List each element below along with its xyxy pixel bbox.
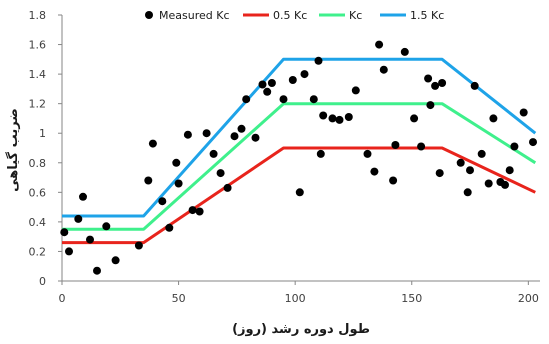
measured-kc-point xyxy=(74,214,83,223)
legend-label-0-5-kc: 0.5 Kc xyxy=(273,9,307,22)
measured-kc-point xyxy=(519,108,528,117)
measured-kc-point xyxy=(505,166,514,175)
measured-kc-point xyxy=(379,65,388,74)
series-line-kc xyxy=(62,102,537,231)
axes: 0 50 100 150 200 0 0.2 0.4 0.6 0.8 1 1.2 1.4 1.6 1.8 xyxy=(29,9,540,305)
measured-kc-point xyxy=(188,206,197,215)
measured-kc-point xyxy=(60,228,69,237)
measured-kc-point xyxy=(86,235,94,244)
x-tick-label: 150 xyxy=(401,292,422,305)
measured-kc-point xyxy=(258,80,267,89)
measured-kc-point xyxy=(484,179,493,188)
measured-kc-point xyxy=(93,266,101,275)
x-axis-title: طول دوره رشد (روز) xyxy=(232,322,370,337)
measured-kc-point xyxy=(295,188,304,197)
y-tick-label: 0 xyxy=(39,275,46,288)
legend-label-kc: Kc xyxy=(349,9,362,22)
y-tick-label: 0.8 xyxy=(29,157,47,170)
measured-kc-point xyxy=(102,222,111,231)
measured-kc-point xyxy=(328,114,337,123)
measured-kc-point xyxy=(501,180,509,189)
measured-kc-point xyxy=(391,141,400,149)
measured-kc-point xyxy=(263,87,272,96)
measured-kc-point xyxy=(466,166,474,175)
measured-kc-point xyxy=(400,47,409,56)
measured-kc-point xyxy=(267,79,276,87)
y-tick-label: 0.6 xyxy=(29,186,47,199)
y-tick-label: 1.4 xyxy=(29,68,47,81)
x-tick-label: 50 xyxy=(172,292,186,305)
measured-kc-point xyxy=(202,129,211,138)
measured-kc-point xyxy=(288,76,297,84)
y-tick-label: 1.2 xyxy=(29,98,47,111)
measured-kc-point xyxy=(344,113,353,121)
y-tick-label: 0.2 xyxy=(29,245,47,258)
measured-kc-point xyxy=(316,149,325,158)
measured-kc-point xyxy=(456,158,465,167)
measured-kc-point xyxy=(174,179,183,188)
measured-kc-point xyxy=(510,142,519,151)
x-tick-label: 0 xyxy=(59,292,66,305)
legend-label-1-5-kc: 1.5 Kc xyxy=(410,9,444,22)
measured-kc-point xyxy=(438,79,447,87)
measured-kc-point xyxy=(242,95,251,104)
measured-kc-point xyxy=(183,130,192,139)
y-tick-label: 1.8 xyxy=(29,9,47,22)
x-tick-label: 100 xyxy=(285,292,306,305)
measured-kc-point xyxy=(470,81,479,90)
measured-kc-point xyxy=(230,132,239,141)
measured-kc-point xyxy=(489,114,498,123)
measured-kc-point xyxy=(111,256,120,265)
measured-kc-point xyxy=(319,111,328,120)
measured-kc-point xyxy=(435,169,444,178)
measured-kc-point xyxy=(477,149,486,158)
measured-kc-point xyxy=(431,81,440,90)
measured-kc-point xyxy=(314,56,323,65)
measured-kc-point xyxy=(65,247,73,256)
measured-kc-point xyxy=(251,133,260,142)
measured-kc-point xyxy=(300,70,309,79)
measured-kc-point xyxy=(158,197,167,206)
legend-label-measured-kc: Measured Kc xyxy=(159,9,230,22)
measured-kc-point xyxy=(172,158,181,167)
measured-kc-point xyxy=(148,139,157,148)
series-line-0-5-kc xyxy=(62,146,536,245)
measured-kc-point xyxy=(389,176,398,185)
plot-area xyxy=(60,40,537,275)
measured-kc-point xyxy=(424,74,433,83)
measured-kc-point xyxy=(309,95,318,104)
x-tick-label: 200 xyxy=(518,292,539,305)
measured-kc-point xyxy=(370,167,379,176)
measured-kc-point xyxy=(410,114,419,123)
measured-kc-point xyxy=(529,138,537,147)
measured-kc-point xyxy=(279,95,288,104)
measured-kc-point xyxy=(165,223,174,232)
measured-kc-point xyxy=(79,192,87,201)
measured-kc-point xyxy=(144,176,153,185)
y-tick-label: 1.6 xyxy=(29,39,47,52)
measured-kc-point xyxy=(335,115,344,124)
measured-kc-point xyxy=(216,169,225,178)
measured-kc-point xyxy=(463,188,472,197)
measured-kc-point xyxy=(223,183,232,192)
y-tick-label: 1 xyxy=(39,127,46,140)
measured-kc-point xyxy=(351,86,360,95)
y-axis-title: ضریب گیاهی xyxy=(5,108,21,192)
measured-kc-point xyxy=(426,101,435,110)
legend: Measured Kc 0.5 Kc Kc 1.5 Kc xyxy=(145,9,444,22)
legend-marker-measured-kc xyxy=(145,11,153,19)
y-tick-label: 0.4 xyxy=(29,216,47,229)
measured-kc-point xyxy=(363,149,372,158)
measured-kc-point xyxy=(375,40,384,49)
measured-kc-point xyxy=(417,142,426,151)
measured-kc-point xyxy=(134,241,143,250)
measured-kc-point xyxy=(237,124,246,133)
measured-kc-point xyxy=(195,207,204,216)
measured-kc-point xyxy=(209,149,218,158)
